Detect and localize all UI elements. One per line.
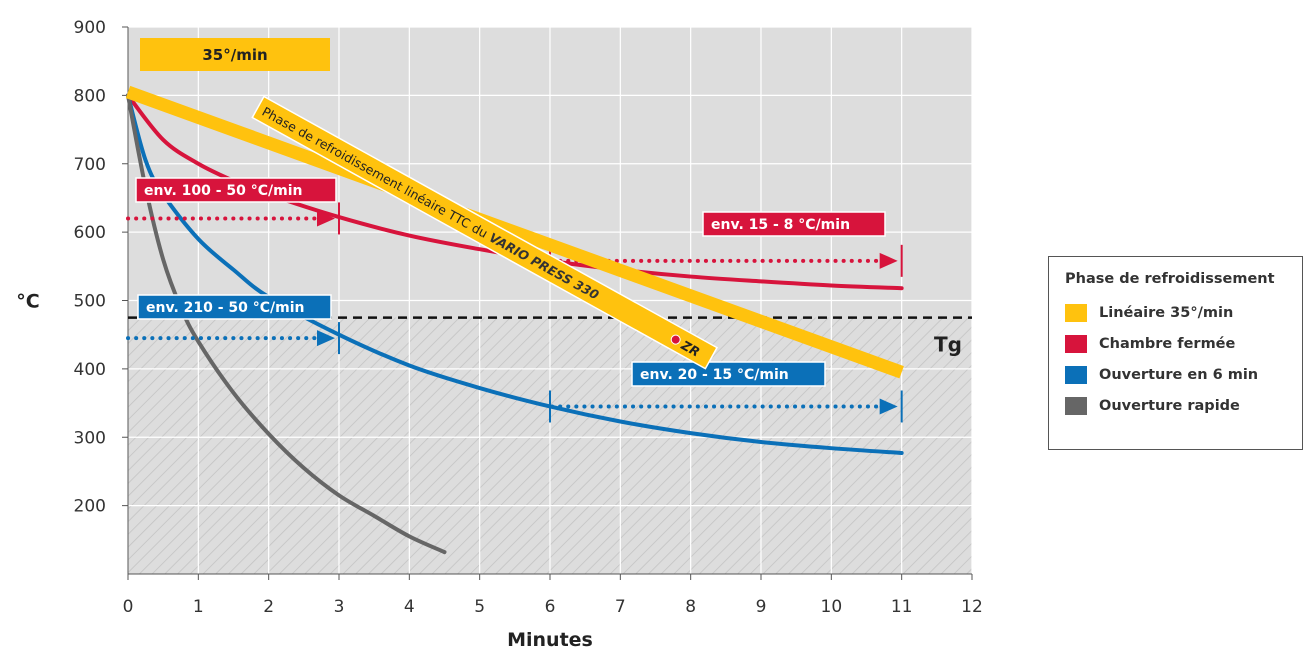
- rate-arrow-head: [879, 252, 898, 269]
- y-tick-label: 400: [74, 360, 106, 380]
- legend-item: Chambre fermée: [1065, 328, 1302, 359]
- x-axis-title: Minutes: [507, 629, 593, 651]
- tg-label: Tg: [934, 333, 962, 357]
- y-tick-label: 200: [74, 497, 106, 517]
- rate-arrow-head: [317, 330, 335, 347]
- rate-banner-text: 35°/min: [202, 46, 267, 64]
- x-tick-label: 7: [615, 597, 626, 617]
- legend-item: Linéaire 35°/min: [1065, 297, 1302, 328]
- legend-item: Ouverture rapide: [1065, 390, 1302, 421]
- y-axis-title: °C: [16, 291, 39, 313]
- legend-swatch: [1065, 334, 1087, 353]
- x-tick-label: 0: [123, 597, 134, 617]
- rate-label-box: [137, 294, 332, 320]
- rate-arrow-head: [879, 398, 898, 415]
- legend: Phase de refroidissement Linéaire 35°/mi…: [1048, 256, 1303, 450]
- y-tick-label: 800: [74, 86, 106, 106]
- legend-swatch: [1065, 303, 1087, 322]
- legend-item: Ouverture en 6 min: [1065, 359, 1302, 390]
- legend-label: Linéaire 35°/min: [1099, 304, 1234, 321]
- legend-title: Phase de refroidissement: [1065, 271, 1275, 287]
- y-tick-label: 600: [74, 223, 106, 243]
- legend-swatch: [1065, 365, 1087, 384]
- rate-banner: [140, 38, 330, 71]
- phase-label-box: [251, 95, 719, 370]
- rate-label-text: env. 100 - 50 °C/min: [144, 183, 303, 199]
- legend-swatch: [1065, 396, 1087, 415]
- x-tick-label: 8: [685, 597, 696, 617]
- rate-label-text: env. 210 - 50 °C/min: [146, 300, 305, 316]
- x-tick-label: 3: [334, 597, 345, 617]
- x-tick-label: 1: [193, 597, 204, 617]
- x-tick-label: 2: [263, 597, 274, 617]
- rate-arrow-head: [317, 210, 335, 227]
- legend-label: Chambre fermée: [1099, 335, 1236, 352]
- rate-label-text: env. 15 - 8 °C/min: [711, 217, 850, 233]
- x-tick-label: 4: [404, 597, 415, 617]
- rate-label-box: [135, 177, 337, 203]
- legend-label: Ouverture rapide: [1099, 397, 1240, 414]
- legend-label: Ouverture en 6 min: [1099, 366, 1259, 383]
- y-tick-label: 300: [74, 428, 106, 448]
- series-line-fermee: [126, 93, 904, 291]
- rate-label-box: [631, 361, 826, 387]
- series-line-lineaire: [125, 85, 904, 379]
- rate-label-box: [702, 211, 886, 237]
- rate-label-text: env. 20 - 15 °C/min: [640, 367, 789, 383]
- y-tick-label: 500: [74, 292, 106, 312]
- series-line-rapide: [126, 93, 447, 555]
- brand-dot-icon: [670, 334, 681, 345]
- y-tick-label: 900: [74, 18, 106, 38]
- x-tick-label: 9: [756, 597, 767, 617]
- x-tick-label: 12: [961, 597, 983, 617]
- series-line-ouverture6: [126, 93, 904, 455]
- x-tick-label: 5: [474, 597, 485, 617]
- x-tick-label: 10: [821, 597, 843, 617]
- y-tick-label: 700: [74, 155, 106, 175]
- x-tick-label: 6: [545, 597, 556, 617]
- x-tick-label: 11: [891, 597, 913, 617]
